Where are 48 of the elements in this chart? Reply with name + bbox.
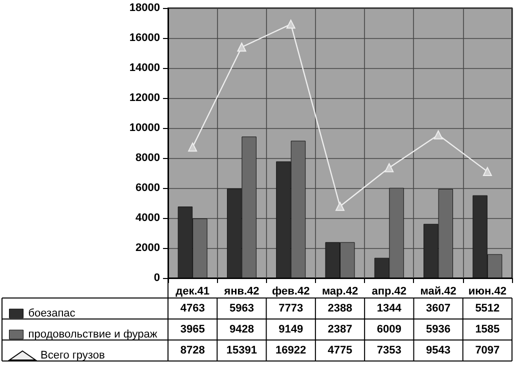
point: [482, 167, 492, 176]
data-label: 7353: [376, 344, 402, 356]
data-label: 5936: [426, 324, 451, 336]
y-tick-label: 2000: [136, 242, 160, 254]
y-tick-label: 0: [154, 272, 160, 284]
data-label: 9149: [278, 324, 304, 336]
legend-label: Всего грузов: [40, 350, 105, 362]
x-tick-label: июн.42: [468, 286, 506, 298]
point: [336, 202, 344, 211]
y-tick-label: 4000: [136, 212, 160, 224]
data-label: 5963: [229, 302, 254, 314]
data-label: 7773: [278, 302, 304, 314]
data-label: 7097: [475, 344, 500, 356]
legend-label: продовольствие и фураж: [28, 328, 158, 340]
data-label: 16922: [276, 344, 306, 356]
x-tick-label: апр.42: [372, 286, 407, 298]
x-tick-label: май.42: [420, 286, 456, 298]
point: [286, 20, 296, 29]
data-label: 9428: [229, 324, 254, 336]
point: [434, 130, 443, 140]
data-label: 2387: [328, 324, 352, 336]
data-label: 2388: [328, 302, 352, 314]
y-tick-label: 10000: [129, 122, 160, 134]
x-tick-label: дек.41: [176, 286, 210, 298]
data-label: 8728: [180, 344, 205, 356]
point: [237, 42, 246, 52]
data-label: 4763: [180, 302, 205, 314]
y-tick-label: 14000: [129, 62, 160, 74]
point: [188, 142, 198, 152]
legend-label: боезапас: [28, 308, 76, 320]
data-label: 6009: [376, 324, 402, 336]
data-label: 5512: [475, 302, 500, 314]
y-tick-label: 6000: [136, 182, 160, 194]
x-tick-label: янв.42: [224, 286, 260, 298]
y-tick-label: 8000: [136, 152, 160, 164]
y-tick-label: 18000: [129, 2, 160, 14]
data-label: 3965: [180, 324, 205, 336]
point: [384, 163, 394, 172]
data-label: 4775: [328, 344, 352, 356]
y-tick-label: 12000: [129, 92, 160, 104]
data-label: 1585: [475, 324, 500, 336]
data-label: 9543: [426, 344, 451, 356]
x-tick-label: мар.42: [322, 286, 358, 298]
data-label: 3607: [426, 302, 451, 314]
data-label: 15391: [226, 344, 258, 356]
x-tick-label: фев.42: [272, 286, 310, 298]
y-tick-label: 16000: [129, 32, 160, 44]
data-label: 1344: [376, 302, 402, 314]
